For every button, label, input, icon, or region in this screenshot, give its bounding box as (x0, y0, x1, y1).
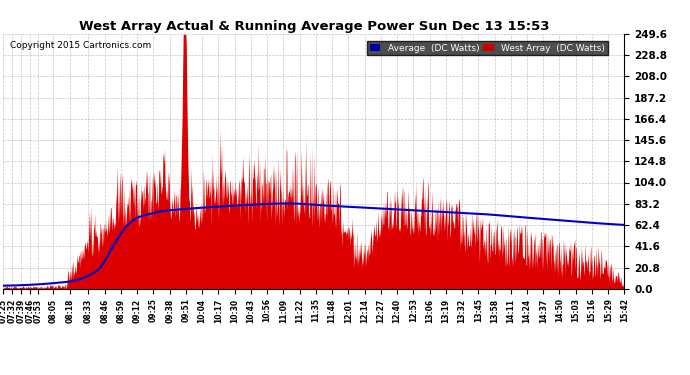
Legend: Average  (DC Watts), West Array  (DC Watts): Average (DC Watts), West Array (DC Watts… (367, 41, 607, 55)
Title: West Array Actual & Running Average Power Sun Dec 13 15:53: West Array Actual & Running Average Powe… (79, 20, 549, 33)
Text: Copyright 2015 Cartronics.com: Copyright 2015 Cartronics.com (10, 41, 151, 50)
